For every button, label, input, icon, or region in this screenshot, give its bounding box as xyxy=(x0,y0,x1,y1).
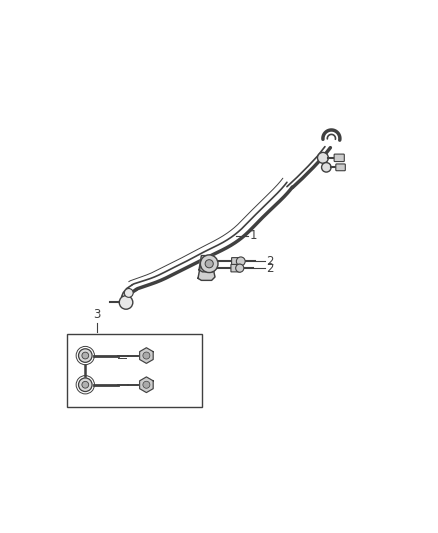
Text: 1: 1 xyxy=(250,229,258,243)
Text: 4: 4 xyxy=(157,349,164,362)
Text: 4: 4 xyxy=(157,378,164,391)
Text: 2: 2 xyxy=(266,262,274,274)
Bar xyxy=(67,334,202,407)
Circle shape xyxy=(143,381,150,388)
Circle shape xyxy=(237,257,245,266)
FancyBboxPatch shape xyxy=(336,164,345,171)
Polygon shape xyxy=(140,348,153,364)
Circle shape xyxy=(318,152,328,163)
Circle shape xyxy=(78,349,92,362)
Polygon shape xyxy=(199,256,216,272)
FancyBboxPatch shape xyxy=(232,257,242,265)
Polygon shape xyxy=(198,266,215,280)
Circle shape xyxy=(200,255,218,272)
Circle shape xyxy=(236,264,244,272)
Text: 2: 2 xyxy=(266,255,274,268)
Circle shape xyxy=(78,378,92,392)
Circle shape xyxy=(143,352,150,359)
FancyBboxPatch shape xyxy=(231,264,240,272)
Circle shape xyxy=(124,288,133,297)
Circle shape xyxy=(321,163,331,172)
FancyBboxPatch shape xyxy=(334,154,344,161)
Polygon shape xyxy=(140,377,153,393)
Circle shape xyxy=(82,381,88,388)
Circle shape xyxy=(82,352,88,359)
Text: 3: 3 xyxy=(93,308,101,321)
Circle shape xyxy=(119,296,133,309)
Circle shape xyxy=(205,260,213,268)
